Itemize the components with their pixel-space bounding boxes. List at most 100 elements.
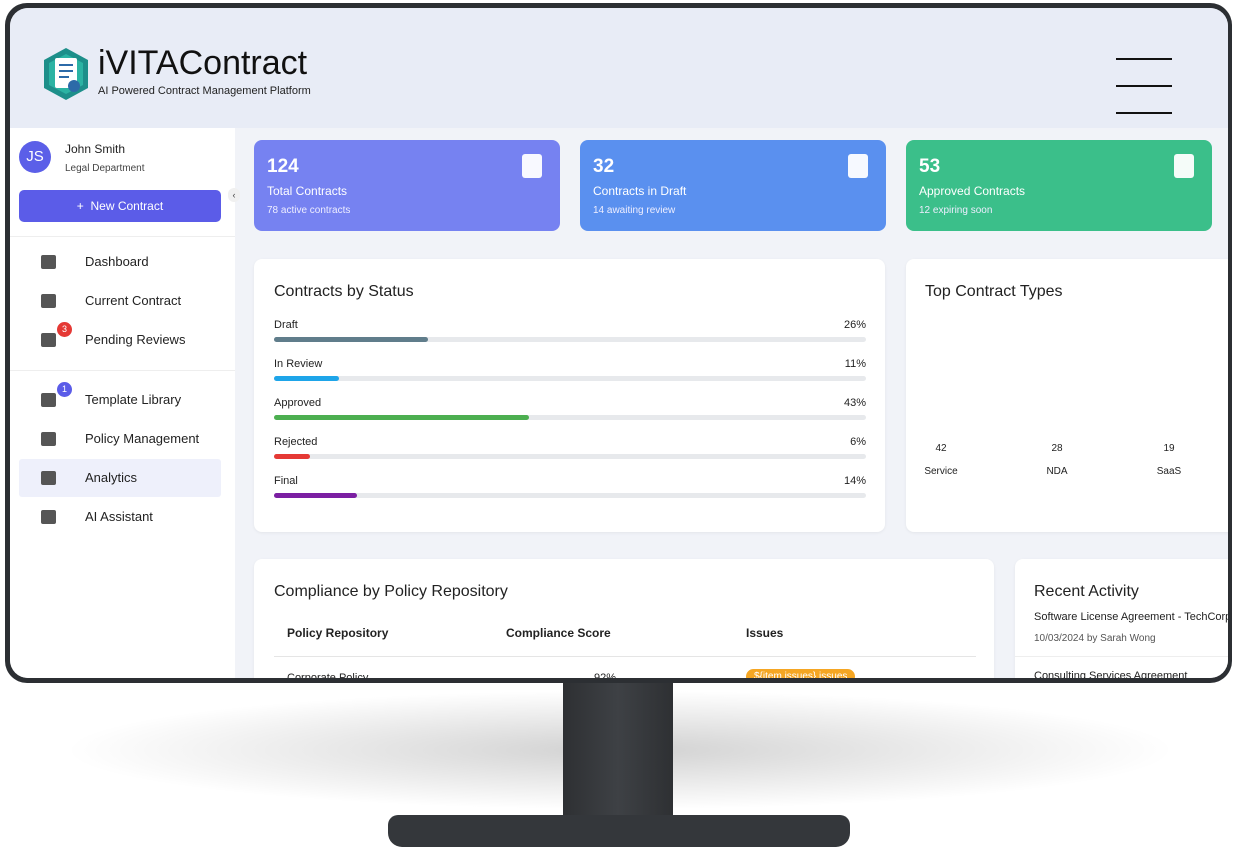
nav-label: Pending Reviews: [85, 332, 186, 347]
nav-item[interactable]: Template Library 1: [19, 381, 221, 419]
nav-icon: [41, 294, 56, 308]
panel-title: Top Contract Types: [925, 283, 1063, 300]
column-header: Compliance Score: [506, 626, 611, 640]
activity-title: Software License Agreement - TechCorp: [1034, 611, 1228, 623]
policy-name: Corporate Policy: [287, 672, 369, 678]
nav-item[interactable]: Policy Management: [19, 420, 221, 458]
monitor-base: [388, 815, 850, 847]
screen: iVITAContract AI Powered Contract Manage…: [10, 8, 1228, 678]
nav-icon: [41, 255, 56, 269]
column-header: Issues: [746, 626, 784, 640]
status-track: [274, 493, 866, 498]
panel-title: Contracts by Status: [274, 283, 414, 300]
nav-item[interactable]: AI Assistant: [19, 498, 221, 536]
stat-sub: 78 active contracts: [267, 205, 351, 216]
stat-value: 32: [593, 156, 615, 177]
status-bar: [274, 493, 357, 498]
type-value: 19: [1163, 443, 1175, 454]
new-contract-button[interactable]: + New Contract: [19, 190, 221, 222]
nav-icon: [41, 432, 56, 446]
type-value: 42: [935, 443, 947, 454]
status-bar: [274, 337, 428, 342]
status-label: Draft: [274, 319, 298, 331]
main: 124 Total Contracts 78 active contracts 32 C…: [10, 8, 1228, 678]
type-label: Service: [924, 466, 958, 477]
badge: 3: [57, 322, 72, 337]
status-track: [274, 454, 866, 459]
menu-button[interactable]: [1116, 56, 1174, 116]
collapse-toggle[interactable]: ‹: [228, 188, 240, 202]
stat-card: 124 Total Contracts 78 active contracts: [254, 140, 560, 231]
nav-icon: [41, 393, 56, 407]
issues-badge: ${item.issues} issues: [746, 669, 856, 678]
nav-icon: [41, 510, 56, 524]
status-percent: 43%: [843, 397, 866, 409]
nav-icon: [41, 471, 56, 485]
monitor-stand: [563, 680, 673, 825]
nav-icon: [41, 333, 56, 347]
stat-label: Total Contracts: [267, 184, 348, 198]
panel-title: Compliance by Policy Repository: [274, 583, 508, 600]
stat-label: Contracts in Draft: [593, 184, 687, 198]
nav-label: AI Assistant: [85, 509, 153, 524]
activity-panel: Recent Activity Software License Agreemen…: [1015, 559, 1228, 678]
badge: 1: [57, 382, 72, 397]
stat-value: 124: [267, 156, 299, 177]
divider: [274, 656, 976, 657]
status-percent: 6%: [850, 436, 866, 448]
type-label: NDA: [1046, 466, 1068, 477]
sidebar: JS John Smith Legal Department + New Con…: [10, 128, 240, 678]
user-name: John Smith: [65, 142, 126, 156]
status-percent: 11%: [844, 358, 866, 370]
app-name: iVITAContract: [98, 44, 308, 82]
activity-title: Consulting Services Agreement: [1034, 670, 1188, 678]
button-label: New Contract: [90, 199, 164, 213]
user-department: Legal Department: [65, 163, 145, 174]
column-header: Policy Repository: [287, 626, 389, 640]
divider: [1015, 656, 1228, 657]
status-track: [274, 337, 866, 342]
compliance-panel: Compliance by Policy Repository Policy Re…: [254, 559, 994, 678]
status-bar: [274, 454, 310, 459]
status-track: [274, 415, 866, 420]
types-panel: Top Contract Types 42 Service 28 NDA 19 SaaS: [906, 259, 1228, 532]
score-label: 92%: [594, 672, 617, 678]
tagline: AI Powered Contract Management Platform: [98, 85, 311, 97]
stat-icon: [848, 154, 868, 178]
stat-label: Approved Contracts: [919, 184, 1026, 198]
activity-meta: 10/03/2024 by Sarah Wong: [1034, 633, 1156, 644]
status-bar: [274, 415, 529, 420]
stat-value: 53: [919, 156, 941, 177]
logo: [44, 48, 88, 100]
stat-icon: [1174, 154, 1194, 178]
stat-card: 53 Approved Contracts 12 expiring soon: [906, 140, 1212, 231]
status-percent: 14%: [843, 475, 866, 487]
panel-title: Recent Activity: [1034, 583, 1139, 600]
status-panel: Contracts by Status Draft 26% In Review 11% A…: [254, 259, 885, 532]
nav-item[interactable]: Dashboard: [19, 243, 221, 281]
status-label: Approved: [274, 397, 322, 409]
status-track: [274, 376, 866, 381]
stat-card: 32 Contracts in Draft 14 awaiting review: [580, 140, 886, 231]
stat-sub: 14 awaiting review: [593, 205, 676, 216]
type-label: SaaS: [1156, 466, 1182, 477]
nav-label: Analytics: [85, 470, 138, 485]
nav-label: Policy Management: [85, 431, 200, 446]
divider: [10, 370, 235, 371]
stat-icon: [522, 154, 542, 178]
header: iVITAContract AI Powered Contract Manage…: [10, 8, 1228, 128]
divider: [10, 236, 235, 237]
nav-label: Dashboard: [85, 254, 149, 269]
nav-label: Current Contract: [85, 293, 182, 308]
nav-label: Template Library: [85, 392, 182, 407]
avatar: JS: [19, 141, 51, 173]
nav-item[interactable]: Analytics: [19, 459, 221, 497]
type-value: 28: [1051, 443, 1063, 454]
nav-item[interactable]: Current Contract: [19, 282, 221, 320]
stat-sub: 12 expiring soon: [919, 205, 993, 216]
status-percent: 26%: [843, 319, 866, 331]
status-label: In Review: [274, 358, 323, 370]
status-label: Final: [274, 475, 298, 487]
nav-item[interactable]: Pending Reviews 3: [19, 321, 221, 359]
